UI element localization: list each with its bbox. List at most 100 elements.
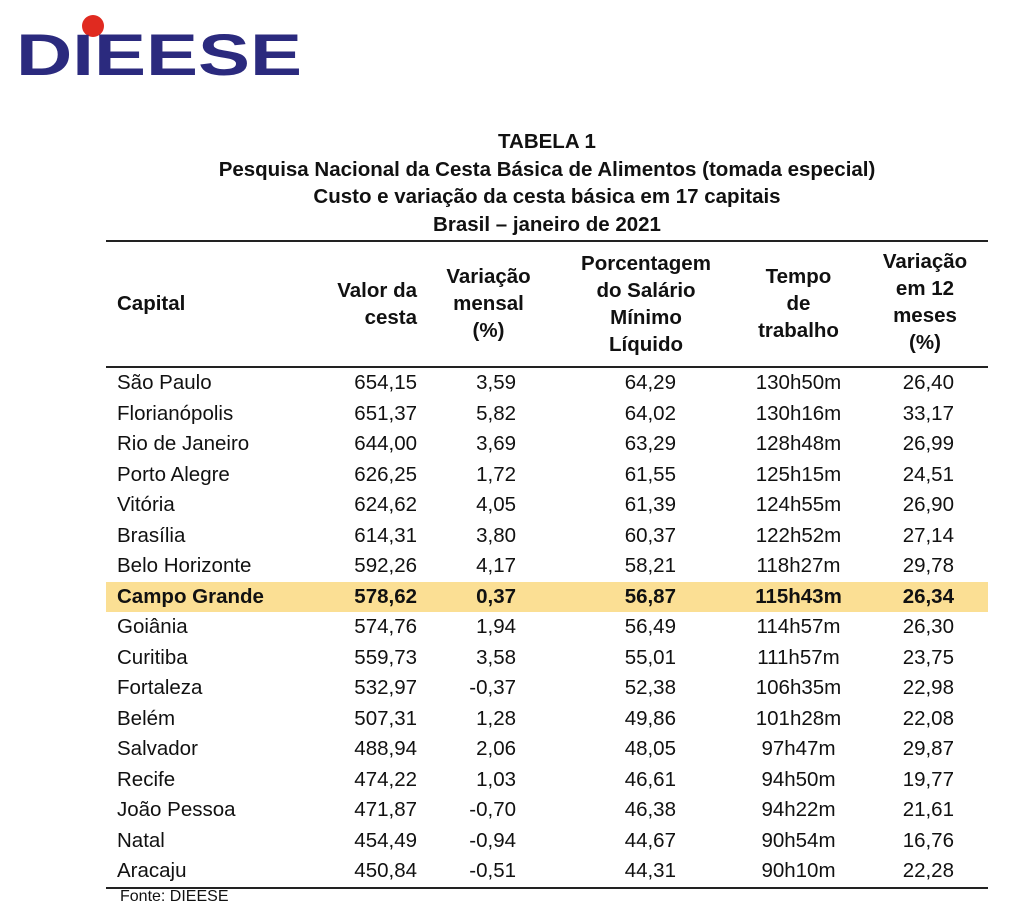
cell-tempo-trabalho: 125h15m — [755, 462, 842, 486]
cell-porcentagem-salario: 46,61 — [624, 767, 676, 791]
table-row: Fortaleza 532,97 -0,37 52,38 106h35m 22,98 — [106, 673, 988, 704]
cell-porcentagem-salario: 44,67 — [624, 828, 676, 852]
cell-valor-cesta: 574,76 — [354, 615, 417, 638]
cell-tempo-trabalho: 130h16m — [755, 401, 842, 425]
table-location-date: Brasil – janeiro de 2021 — [433, 212, 661, 236]
cell-variacao-12-meses: 26,40 — [902, 371, 954, 394]
cell-capital: Campo Grande — [117, 584, 264, 608]
cell-variacao-12-meses: 24,51 — [902, 462, 954, 486]
cell-variacao-12-meses: 33,17 — [902, 401, 954, 425]
cell-valor-cesta: 450,84 — [354, 859, 417, 882]
cell-variacao-mensal: -0,70 — [469, 798, 516, 821]
dieese-logo: DIEESE — [16, 15, 302, 84]
cell-valor-cesta: 624,62 — [354, 493, 417, 516]
cell-variacao-12-meses: 26,90 — [902, 493, 954, 516]
cell-variacao-mensal: 4,17 — [476, 554, 516, 577]
cell-porcentagem-salario: 61,55 — [624, 462, 676, 486]
table-row: Aracaju 450,84 -0,51 44,31 90h10m 22,28 — [106, 856, 988, 887]
cell-porcentagem-salario: 61,39 — [624, 493, 676, 516]
cell-valor-cesta: 488,94 — [354, 737, 417, 760]
cell-capital: São Paulo — [117, 371, 212, 394]
cell-variacao-mensal: -0,94 — [469, 828, 516, 852]
cell-capital: Goiânia — [117, 615, 188, 638]
cell-variacao-12-meses: 19,77 — [902, 767, 954, 791]
cell-valor-cesta: 507,31 — [354, 706, 417, 730]
cell-variacao-12-meses: 29,78 — [902, 554, 954, 577]
cell-variacao-mensal: 3,80 — [476, 523, 516, 547]
cell-capital: Fortaleza — [117, 676, 203, 699]
cell-capital: Natal — [117, 828, 165, 852]
cell-tempo-trabalho: 114h57m — [756, 615, 841, 638]
table-row: Goiânia 574,76 1,94 56,49 114h57m 26,30 — [106, 612, 988, 643]
cell-variacao-12-meses: 21,61 — [902, 798, 954, 821]
header-capital: Capital — [117, 290, 185, 317]
cell-capital: Belém — [117, 706, 176, 730]
table-subtitle: Custo e variação da cesta básica em 17 c… — [313, 185, 781, 208]
table-row: Belo Horizonte 592,26 4,17 58,21 118h27m 29,7… — [106, 551, 988, 582]
cell-porcentagem-salario: 63,29 — [624, 432, 676, 455]
header-line: Tempo — [765, 265, 832, 288]
cell-variacao-12-meses: 22,28 — [902, 859, 954, 882]
cell-tempo-trabalho: 101h28m — [755, 706, 842, 730]
table-row: São Paulo 654,15 3,59 64,29 130h50m 26,40 — [106, 368, 988, 399]
cell-capital: Brasília — [117, 523, 186, 547]
cell-porcentagem-salario: 49,86 — [624, 706, 676, 730]
cell-valor-cesta: 614,31 — [354, 523, 417, 547]
cell-porcentagem-salario: 48,05 — [624, 737, 676, 760]
cell-variacao-12-meses: 23,75 — [902, 645, 954, 669]
cell-capital: Recife — [117, 767, 176, 791]
cell-variacao-12-meses: 22,08 — [902, 706, 954, 730]
cell-variacao-12-meses: 29,87 — [902, 737, 954, 760]
table-row: Florianópolis 651,37 5,82 64,02 130h16m 33,17 — [106, 399, 988, 430]
cell-variacao-12-meses: 16,76 — [902, 828, 954, 852]
table-title: Pesquisa Nacional da Cesta Básica de Ali… — [218, 157, 876, 181]
cell-tempo-trabalho: 111h57m — [757, 645, 840, 669]
cell-porcentagem-salario: 64,02 — [624, 401, 676, 425]
cell-tempo-trabalho: 106h35m — [755, 676, 842, 699]
cell-valor-cesta: 532,97 — [354, 676, 417, 699]
cell-tempo-trabalho: 130h50m — [755, 371, 842, 394]
header-line: meses — [893, 304, 957, 327]
header-line: Variação — [882, 250, 968, 273]
header-line: de — [786, 292, 811, 315]
cell-variacao-12-meses: 22,98 — [902, 676, 954, 699]
cell-capital: Porto Alegre — [117, 462, 230, 486]
table-row: Salvador 488,94 2,06 48,05 97h47m 29,87 — [106, 734, 988, 765]
cell-variacao-12-meses: 26,34 — [902, 584, 954, 608]
table-header: Capital Valor da cesta Variação mensal (%) … — [106, 242, 988, 368]
cell-valor-cesta: 644,00 — [354, 432, 417, 455]
cell-variacao-mensal: 1,28 — [476, 706, 516, 730]
cell-capital: Rio de Janeiro — [117, 432, 250, 455]
cell-variacao-12-meses: 26,99 — [902, 432, 954, 455]
cell-porcentagem-salario: 52,38 — [624, 676, 676, 699]
cell-capital: Aracaju — [117, 859, 187, 882]
table-row: Rio de Janeiro 644,00 3,69 63,29 128h48m 26,9… — [106, 429, 988, 460]
table-row: Porto Alegre 626,25 1,72 61,55 125h15m 24,51 — [106, 460, 988, 491]
cell-valor-cesta: 592,26 — [354, 554, 417, 577]
header-variacao-12-meses: Variação em 12 meses (%) — [866, 248, 984, 356]
cell-tempo-trabalho: 94h22m — [761, 798, 836, 821]
cell-tempo-trabalho: 115h43m — [755, 584, 842, 608]
cell-valor-cesta: 654,15 — [354, 371, 417, 394]
cell-tempo-trabalho: 90h10m — [761, 859, 836, 882]
header-valor-cesta: Valor da cesta — [337, 277, 417, 331]
table-row-highlighted: Campo Grande 578,62 0,37 56,87 115h43m 26,34 — [106, 581, 988, 612]
cell-variacao-mensal: 1,03 — [476, 767, 516, 791]
cell-tempo-trabalho: 90h54m — [761, 828, 836, 852]
table-row: João Pessoa 471,87 -0,70 46,38 94h22m 21,61 — [106, 795, 988, 826]
cell-porcentagem-salario: 55,01 — [624, 645, 676, 669]
cell-variacao-12-meses: 27,14 — [902, 523, 954, 547]
cell-capital: Florianópolis — [117, 401, 234, 425]
cell-porcentagem-salario: 56,87 — [624, 584, 676, 608]
table-row: Recife 474,22 1,03 46,61 94h50m 19,77 — [106, 765, 988, 796]
table-body: São Paulo 654,15 3,59 64,29 130h50m 26,40 Flor… — [106, 368, 988, 887]
header-porcentagem-salario: Porcentagem do Salário Mínimo Líquido — [561, 250, 731, 358]
cell-capital: Belo Horizonte — [117, 554, 252, 577]
logo-text: DIEESE — [16, 23, 302, 84]
header-line: trabalho — [758, 319, 839, 342]
header-line: do Salário — [596, 279, 696, 302]
cell-porcentagem-salario: 60,37 — [624, 523, 676, 547]
table-row: Vitória 624,62 4,05 61,39 124h55m 26,90 — [106, 490, 988, 521]
data-table: Capital Valor da cesta Variação mensal (%) … — [106, 240, 988, 889]
table-row: Belém 507,31 1,28 49,86 101h28m 22,08 — [106, 704, 988, 735]
